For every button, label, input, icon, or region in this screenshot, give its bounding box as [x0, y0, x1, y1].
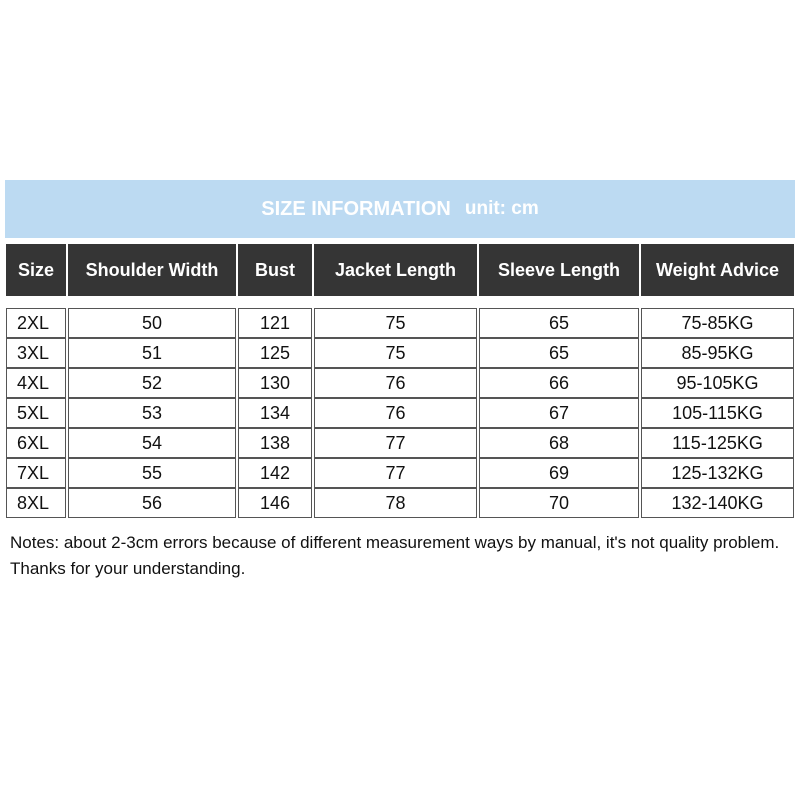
- table-cell: 95-105KG: [641, 368, 794, 398]
- table-cell: 134: [238, 398, 312, 428]
- table-cell: 51: [68, 338, 236, 368]
- table-cell: 2XL: [6, 308, 66, 338]
- header-cell: Shoulder Width: [67, 243, 237, 297]
- table-cell: 66: [479, 368, 639, 398]
- table-cell: 76: [314, 398, 477, 428]
- table-cell: 53: [68, 398, 236, 428]
- table-cell: 75: [314, 338, 477, 368]
- table-cell: 121: [238, 308, 312, 338]
- table-cell: 76: [314, 368, 477, 398]
- table-cell: 68: [479, 428, 639, 458]
- banner: SIZE INFORMATION unit: cm: [5, 180, 795, 238]
- table-cell: 5XL: [6, 398, 66, 428]
- table-cell: 75: [314, 308, 477, 338]
- table-cell: 125: [238, 338, 312, 368]
- table-cell: 65: [479, 308, 639, 338]
- table-cell: 85-95KG: [641, 338, 794, 368]
- table-cell: 105-115KG: [641, 398, 794, 428]
- table-cell: 65: [479, 338, 639, 368]
- header-cell: Size: [5, 243, 67, 297]
- table-cell: 130: [238, 368, 312, 398]
- table-cell: 4XL: [6, 368, 66, 398]
- table-cell: 67: [479, 398, 639, 428]
- table-cell: 75-85KG: [641, 308, 794, 338]
- note: Thanks for your understanding.: [10, 559, 246, 578]
- table-cell: 70: [479, 488, 639, 518]
- table-cell: 77: [314, 458, 477, 488]
- table-cell: 3XL: [6, 338, 66, 368]
- header-cell: Bust: [237, 243, 313, 297]
- table-cell: 115-125KG: [641, 428, 794, 458]
- table-cell: 77: [314, 428, 477, 458]
- table-cell: 132-140KG: [641, 488, 794, 518]
- banner-unit: unit: cm: [464, 198, 539, 219]
- banner-title: SIZE INFORMATION: [261, 197, 451, 220]
- table-cell: 7XL: [6, 458, 66, 488]
- table-cell: 54: [68, 428, 236, 458]
- table-cell: 55: [68, 458, 236, 488]
- table-cell: 69: [479, 458, 639, 488]
- table-cell: 50: [68, 308, 236, 338]
- table-cell: 142: [238, 458, 312, 488]
- table-cell: 8XL: [6, 488, 66, 518]
- table-cell: 56: [68, 488, 236, 518]
- header-cell: Jacket Length: [313, 243, 478, 297]
- header-cell: Weight Advice: [640, 243, 795, 297]
- header-cell: Sleeve Length: [478, 243, 640, 297]
- table-cell: 138: [238, 428, 312, 458]
- table-cell: 125-132KG: [641, 458, 794, 488]
- note: Notes: about 2-3cm errors because of dif…: [10, 533, 780, 552]
- table-cell: 146: [238, 488, 312, 518]
- table-cell: 78: [314, 488, 477, 518]
- table-cell: 52: [68, 368, 236, 398]
- table-cell: 6XL: [6, 428, 66, 458]
- notes: Notes: about 2-3cm errors because of dif…: [10, 530, 790, 582]
